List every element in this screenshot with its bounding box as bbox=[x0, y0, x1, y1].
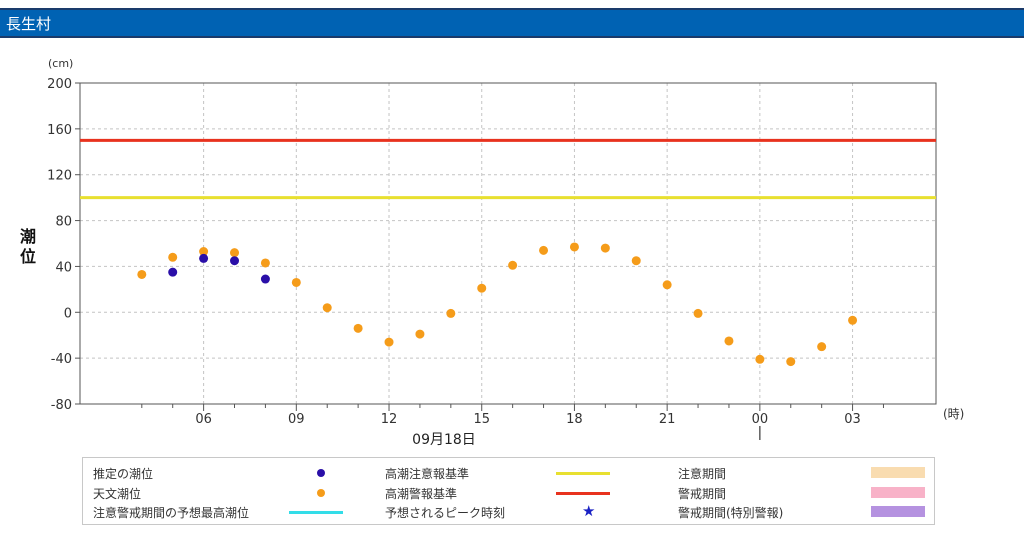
date-label: 09月18日 bbox=[412, 432, 476, 448]
astronomical-tide-point bbox=[199, 247, 209, 257]
y-tick-label: 40 bbox=[55, 260, 72, 275]
legend-label: 警戒期間 bbox=[678, 487, 727, 501]
astronomical-tide-point bbox=[848, 315, 858, 325]
astronomical-tide-point bbox=[384, 337, 394, 347]
y-unit-label: (cm) bbox=[48, 57, 73, 70]
astronomical-tide-point bbox=[631, 256, 641, 266]
x-tick-label: 12 bbox=[381, 412, 398, 427]
x-unit-label: (時) bbox=[943, 407, 964, 421]
legend-label: 注意警戒期間の予想最高潮位 bbox=[93, 506, 250, 520]
legend-label: 天文潮位 bbox=[93, 487, 142, 501]
astronomical-tide-point bbox=[291, 277, 301, 287]
astronomical-tide-point bbox=[755, 354, 765, 364]
astronomical-tide-point bbox=[662, 280, 672, 290]
station-name: 長生村 bbox=[6, 15, 52, 33]
legend-swatch bbox=[871, 467, 925, 478]
astronomical-tide-point bbox=[817, 342, 827, 352]
y-tick-label: -80 bbox=[51, 398, 72, 413]
tide-level-chart: -80 -40 0 40 80 120 160 200 06 09 12 15 18 21 00 03 (cm)… bbox=[20, 57, 964, 448]
legend-label: 高潮注意報基準 bbox=[385, 467, 470, 481]
astronomical-tide-point bbox=[569, 242, 579, 252]
y-tick-label: 0 bbox=[64, 306, 72, 321]
chart-legend: 推定の潮位 高潮注意報基準 注意期間天文潮位 高潮警報基準 警戒期間注意警戒期間の予想最… bbox=[82, 457, 935, 525]
legend-line-marker bbox=[556, 472, 610, 475]
legend-dot-marker bbox=[317, 489, 325, 497]
legend-label: 警戒期間(特別警報) bbox=[678, 506, 784, 520]
astronomical-tide-point bbox=[415, 329, 425, 339]
legend-label: 予想されるピーク時刻 bbox=[385, 506, 506, 520]
x-tick-label: 03 bbox=[844, 412, 861, 427]
astronomical-tide-point bbox=[539, 245, 549, 255]
estimated-tide-point bbox=[260, 274, 270, 284]
x-tick-label: 21 bbox=[659, 412, 676, 427]
astronomical-tide-point bbox=[600, 243, 610, 253]
astronomical-tide-point bbox=[168, 252, 178, 262]
y-tick-label: 200 bbox=[47, 77, 72, 92]
astronomical-tide-point bbox=[322, 303, 332, 313]
astronomical-tide-point bbox=[137, 269, 147, 279]
x-tick-label: 09 bbox=[288, 412, 305, 427]
astronomical-tide-point bbox=[693, 308, 703, 318]
star-icon: ★ bbox=[582, 502, 596, 520]
estimated-tide-point bbox=[199, 253, 209, 263]
astronomical-tide-point bbox=[260, 258, 270, 268]
legend-label: 高潮警報基準 bbox=[385, 487, 458, 501]
legend-dot-marker bbox=[317, 469, 325, 477]
legend-line-marker bbox=[556, 492, 610, 495]
y-tick-label: -40 bbox=[51, 352, 72, 367]
astronomical-tide-point bbox=[230, 248, 240, 258]
astronomical-tide-point bbox=[724, 336, 734, 346]
plot-frame bbox=[79, 82, 937, 405]
x-tick-label: 06 bbox=[195, 412, 212, 427]
legend-label: 注意期間 bbox=[678, 467, 727, 481]
station-header: 長生村 bbox=[0, 8, 1024, 38]
astronomical-tide-point bbox=[477, 283, 487, 293]
x-tick-label: 00 bbox=[752, 412, 769, 427]
legend-line-marker bbox=[289, 511, 343, 514]
estimated-tide-point bbox=[168, 267, 178, 277]
y-axis-label: 位 bbox=[20, 247, 36, 266]
legend-swatch bbox=[871, 487, 925, 498]
astronomical-tide-point bbox=[508, 260, 518, 270]
y-tick-label: 160 bbox=[47, 123, 72, 138]
estimated-tide-point bbox=[230, 256, 240, 266]
y-tick-label: 120 bbox=[47, 169, 72, 184]
x-tick-label: 18 bbox=[566, 412, 583, 427]
x-tick-label: 15 bbox=[473, 412, 490, 427]
legend-swatch bbox=[871, 506, 925, 517]
astronomical-tide-point bbox=[353, 323, 363, 333]
y-tick-label: 80 bbox=[55, 215, 72, 230]
y-axis-label: 潮 bbox=[20, 227, 36, 246]
astronomical-tide-point bbox=[446, 308, 456, 318]
legend-label: 推定の潮位 bbox=[93, 467, 154, 481]
astronomical-tide-point bbox=[786, 357, 796, 367]
